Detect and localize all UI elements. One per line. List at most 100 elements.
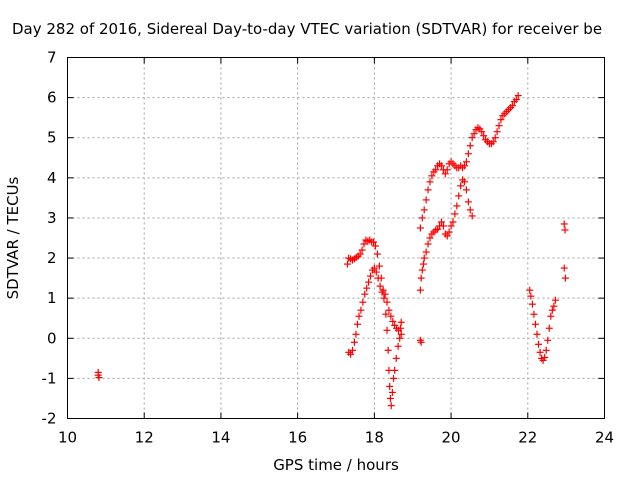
data-point (358, 246, 366, 254)
data-point (451, 210, 459, 218)
data-point (508, 102, 516, 110)
data-point (344, 260, 352, 268)
data-point (363, 284, 371, 292)
data-point (370, 238, 378, 246)
data-point (418, 266, 426, 274)
data-point (352, 330, 360, 338)
data-point (536, 348, 544, 356)
data-point (419, 260, 427, 268)
data-point (422, 196, 430, 204)
data-point (360, 240, 368, 248)
x-tick-label: 24 (595, 429, 614, 447)
data-point (526, 286, 534, 294)
data-point (466, 142, 474, 150)
data-point (428, 172, 436, 180)
data-point (460, 178, 468, 186)
data-point (424, 186, 432, 194)
data-point (384, 346, 392, 354)
data-point (561, 274, 569, 282)
y-tick-label: 7 (47, 49, 57, 67)
data-point (542, 346, 550, 354)
data-point (441, 170, 449, 178)
data-point (390, 374, 398, 382)
data-point (380, 294, 388, 302)
data-point (372, 268, 380, 276)
x-axis-label: GPS time / hours (273, 456, 399, 474)
y-tick-label: 6 (47, 89, 57, 107)
data-point (372, 242, 380, 250)
data-point (374, 274, 382, 282)
data-point (533, 330, 541, 338)
data-point (420, 254, 428, 262)
data-point (462, 158, 470, 166)
data-point (353, 320, 361, 328)
data-point (417, 338, 425, 346)
data-point (95, 374, 103, 382)
data-point (355, 312, 363, 320)
data-point (424, 240, 432, 248)
data-point (437, 218, 445, 226)
data-point (357, 306, 365, 314)
data-point (417, 274, 425, 282)
data-point (480, 132, 488, 140)
data-point (560, 264, 568, 272)
data-point (386, 394, 394, 402)
data-point (373, 250, 381, 258)
data-point (449, 218, 457, 226)
data-point (432, 166, 440, 174)
data-point (418, 214, 426, 222)
data-point (347, 350, 355, 358)
data-point (495, 122, 503, 130)
data-point (361, 290, 369, 298)
data-point (468, 134, 476, 142)
data-point (388, 388, 396, 396)
data-point (530, 310, 538, 318)
x-tick-label: 22 (518, 429, 537, 447)
data-point (375, 262, 383, 270)
data-point (397, 318, 405, 326)
data-point (370, 264, 378, 272)
data-point (397, 330, 405, 338)
data-point (460, 162, 468, 170)
y-tick-label: 3 (47, 209, 57, 227)
data-point (439, 222, 447, 230)
y-tick-label: -2 (42, 410, 57, 428)
data-point (356, 250, 364, 258)
y-tick-label: 4 (47, 169, 57, 187)
data-point (350, 338, 358, 346)
data-point (470, 130, 478, 138)
x-tick-label: 12 (135, 429, 154, 447)
grid (67, 57, 605, 419)
y-tick-label: 5 (47, 129, 57, 147)
data-point (514, 92, 522, 100)
y-tick-label: 1 (47, 289, 57, 307)
data-point (389, 317, 397, 325)
data-point (464, 198, 472, 206)
data-point (527, 292, 535, 300)
x-tick-label: 20 (442, 429, 461, 447)
data-point (464, 150, 472, 158)
data-point (426, 234, 434, 242)
data-point (383, 298, 391, 306)
data-point (396, 324, 404, 332)
data-point (547, 312, 555, 320)
data-point (468, 212, 476, 220)
plot-frame (67, 57, 605, 419)
y-tick-label: -1 (42, 369, 57, 387)
data-point (535, 340, 543, 348)
data-point (367, 272, 375, 280)
data-point (462, 186, 470, 194)
data-point (491, 134, 499, 142)
data-point (541, 354, 549, 362)
data-point (382, 310, 390, 318)
data-points (94, 92, 569, 410)
data-point (512, 96, 520, 104)
data-point (426, 178, 434, 186)
data-point (383, 326, 391, 334)
y-tick-label: 2 (47, 249, 57, 267)
chart-title: Day 282 of 2016, Sidereal Day-to-day VTE… (12, 20, 602, 38)
data-point (437, 162, 445, 170)
data-point (445, 228, 453, 236)
data-point (551, 296, 559, 304)
